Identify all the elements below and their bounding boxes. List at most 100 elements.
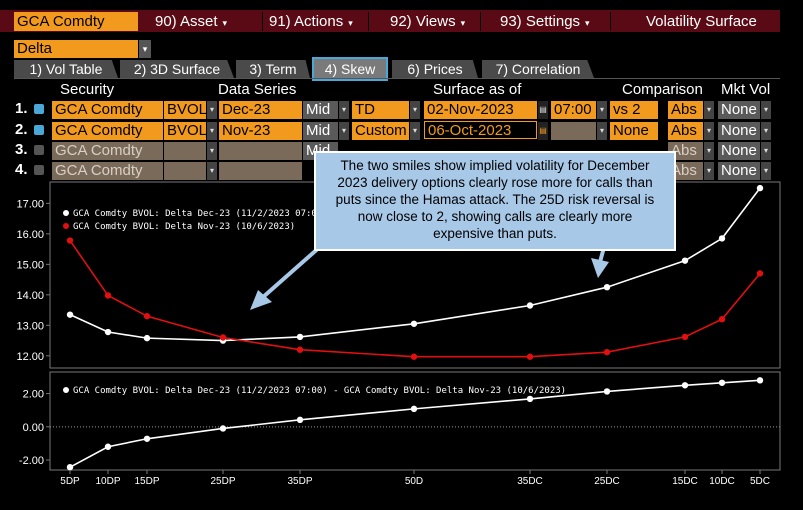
- checkbox-unchecked-icon[interactable]: [34, 145, 44, 155]
- tab-term[interactable]: 3) Term: [236, 60, 310, 78]
- tab-correlation[interactable]: 7) Correlation: [482, 60, 594, 78]
- time-field[interactable]: [551, 122, 596, 140]
- source-field[interactable]: BVOL: [164, 122, 206, 140]
- views-menu[interactable]: 92) Views ▾: [390, 13, 466, 30]
- legend-label: GCA Comdty BVOL: Delta Dec-23 (11/2/2023…: [73, 209, 328, 219]
- y-tick-label: 14.00: [16, 290, 44, 302]
- y-tick-label: 17.00: [16, 198, 44, 210]
- y-tick-label: 0.00: [23, 422, 44, 434]
- data-point: [296, 346, 304, 353]
- mkt-vol-field[interactable]: None: [718, 101, 760, 119]
- y-tick-label: 16.00: [16, 229, 44, 241]
- calendar-icon[interactable]: ▤: [538, 101, 548, 119]
- abs-field[interactable]: Abs: [668, 122, 703, 140]
- chevron-down-icon[interactable]: ▾: [207, 162, 217, 180]
- mode-field[interactable]: Custom: [352, 122, 409, 140]
- menu-divider: [368, 12, 369, 31]
- mkt-vol-field[interactable]: None: [718, 122, 760, 140]
- chevron-down-icon[interactable]: ▾: [410, 122, 420, 140]
- chevron-down-icon[interactable]: ▾: [761, 162, 771, 180]
- x-tick-label: 5DP: [60, 476, 80, 487]
- x-tick-label: 25DC: [594, 476, 620, 487]
- mkt-vol-field[interactable]: None: [718, 162, 760, 180]
- security-field[interactable]: GCA Comdty: [52, 142, 163, 160]
- data-point: [526, 353, 534, 360]
- contract-field[interactable]: [219, 162, 302, 180]
- chevron-down-icon[interactable]: ▾: [704, 142, 714, 160]
- chevron-down-icon[interactable]: ▾: [207, 142, 217, 160]
- arrowhead-left: [250, 290, 272, 310]
- date-field[interactable]: 02-Nov-2023: [424, 101, 537, 119]
- menu-divider: [610, 12, 611, 31]
- x-tick-label: 35DP: [287, 476, 312, 487]
- calendar-icon[interactable]: ▤: [538, 122, 548, 140]
- security-field[interactable]: GCA Comdty: [52, 122, 163, 140]
- chevron-down-icon[interactable]: ▾: [597, 101, 607, 119]
- data-point: [410, 320, 418, 327]
- plot-frame: [49, 371, 781, 471]
- x-tick-label: 15DP: [134, 476, 159, 487]
- side-field[interactable]: Mid: [303, 122, 338, 140]
- chevron-down-icon[interactable]: ▾: [597, 122, 607, 140]
- abs-field[interactable]: Abs: [668, 162, 703, 180]
- source-field[interactable]: BVOL: [164, 101, 206, 119]
- date-field[interactable]: 06-Oct-2023: [424, 121, 537, 139]
- arrowhead-right: [591, 258, 609, 278]
- y-tick-label: 15.00: [16, 259, 44, 271]
- tab-vol-table[interactable]: 1) Vol Table: [14, 60, 118, 78]
- chevron-down-icon[interactable]: ▾: [704, 162, 714, 180]
- asset-menu[interactable]: 90) Asset ▾: [155, 13, 228, 30]
- data-point: [104, 328, 112, 336]
- comparison-field[interactable]: vs 2: [610, 101, 658, 119]
- data-point: [681, 382, 689, 389]
- mkt-vol-field[interactable]: None: [718, 142, 760, 160]
- header-comparison: Comparison: [622, 81, 703, 98]
- data-point: [143, 334, 151, 342]
- chevron-down-icon[interactable]: ▾: [761, 122, 771, 140]
- source-field[interactable]: [164, 142, 206, 160]
- abs-field[interactable]: Abs: [668, 101, 703, 119]
- data-point: [219, 334, 227, 341]
- comparison-field[interactable]: None: [610, 122, 658, 140]
- legend-marker: [63, 387, 69, 393]
- chevron-down-icon[interactable]: ▾: [410, 101, 420, 119]
- contract-field[interactable]: [219, 142, 302, 160]
- security-field[interactable]: GCA Comdty: [52, 162, 163, 180]
- data-point: [526, 302, 534, 309]
- checkbox-checked-icon[interactable]: [34, 104, 44, 114]
- contract-field[interactable]: Nov-23: [219, 122, 302, 140]
- chevron-down-icon[interactable]: ▾: [339, 101, 349, 119]
- y-tick-label: 12.00: [16, 351, 44, 363]
- chevron-down-icon: ▾: [585, 18, 590, 28]
- chevron-down-icon[interactable]: ▾: [704, 101, 714, 119]
- data-point: [104, 443, 112, 450]
- delta-select[interactable]: Delta: [14, 40, 138, 58]
- contract-field[interactable]: Dec-23: [219, 101, 302, 119]
- chevron-down-icon[interactable]: ▾: [207, 122, 217, 140]
- tab-skew[interactable]: 4) Skew: [312, 57, 388, 81]
- data-point: [718, 316, 726, 323]
- settings-menu[interactable]: 93) Settings ▾: [500, 13, 590, 30]
- abs-field[interactable]: Abs: [668, 142, 703, 160]
- checkbox-checked-icon[interactable]: [34, 125, 44, 135]
- security-field[interactable]: GCA Comdty: [52, 101, 163, 119]
- time-field[interactable]: 07:00: [551, 101, 596, 119]
- tab-3d-surface[interactable]: 2) 3D Surface: [120, 60, 234, 78]
- legend-label: GCA Comdty BVOL: Delta Dec-23 (11/2/2023…: [73, 386, 566, 396]
- actions-menu[interactable]: 91) Actions ▾: [269, 13, 353, 30]
- source-field[interactable]: [164, 162, 206, 180]
- side-field[interactable]: Mid: [303, 101, 338, 119]
- chevron-down-icon: ▾: [348, 18, 353, 28]
- chevron-down-icon[interactable]: ▾: [761, 142, 771, 160]
- chevron-down-icon[interactable]: ▾: [761, 101, 771, 119]
- menu-bar: [0, 10, 780, 32]
- mode-field[interactable]: TD: [352, 101, 409, 119]
- chevron-down-icon[interactable]: ▾: [339, 122, 349, 140]
- chevron-down-icon[interactable]: ▾: [704, 122, 714, 140]
- chevron-down-icon[interactable]: ▾: [207, 101, 217, 119]
- checkbox-unchecked-icon[interactable]: [34, 165, 44, 175]
- tab-prices[interactable]: 6) Prices: [392, 60, 478, 78]
- chevron-down-icon[interactable]: ▾: [139, 40, 151, 58]
- ticker-field[interactable]: GCA Comdty: [14, 12, 138, 31]
